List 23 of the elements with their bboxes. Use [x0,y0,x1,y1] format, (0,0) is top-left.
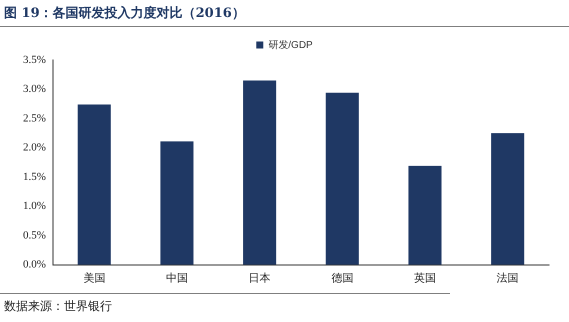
bar [408,166,442,265]
y-tick-label: 0.5% [22,229,46,242]
y-tick-label: 1.5% [22,170,46,183]
bar [78,104,111,265]
bar [326,92,359,265]
y-tick-label: 2.0% [22,142,46,154]
y-tick-label: 1.0% [22,200,46,212]
source-note: 数据来源：世界银行 [4,298,112,315]
bar [491,133,524,265]
y-tick-label: 3.0% [22,83,46,96]
x-tick-label: 中国 [166,271,188,284]
x-tick-label: 英国 [414,271,436,284]
x-tick-label: 德国 [331,272,354,284]
x-tick-label: 法国 [496,271,519,284]
chart-title: 图 19：各国研发投入力度对比（2016） [4,4,245,22]
bar [243,80,276,265]
legend-label: 研发/GDP [268,40,314,51]
y-tick-label: 3.5% [22,54,46,66]
x-tick-label: 美国 [83,271,106,284]
y-tick-label: 0.0% [22,258,46,271]
bar [160,141,194,265]
y-tick-label: 2.5% [22,112,46,124]
x-tick-label: 日本 [248,271,271,284]
